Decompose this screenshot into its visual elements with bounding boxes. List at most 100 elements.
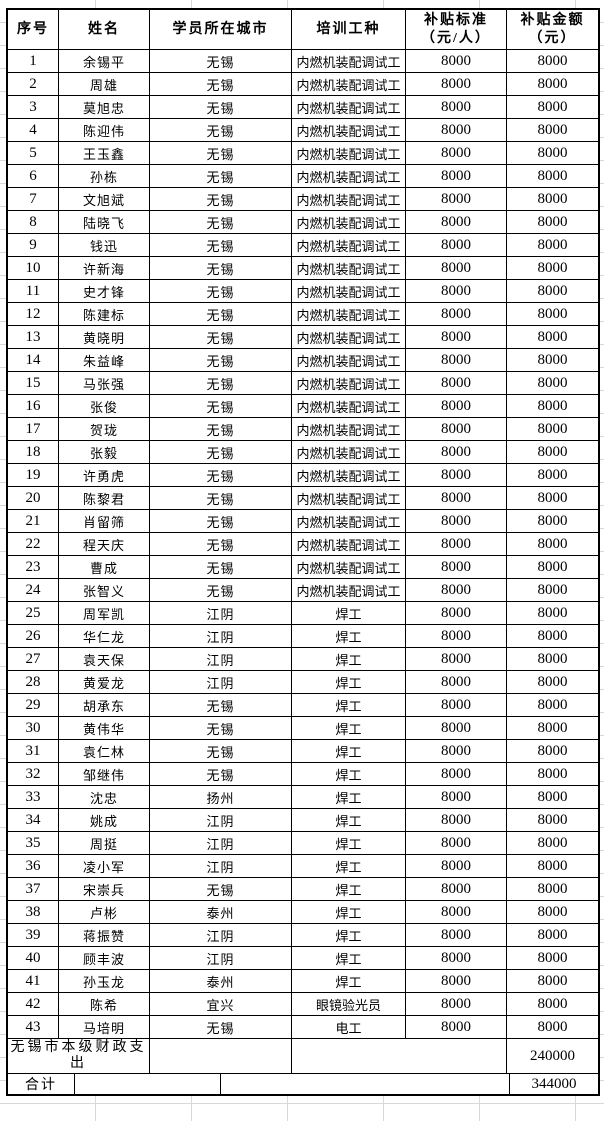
cell-subsidy-standard[interactable]: 8000 <box>406 96 507 118</box>
cell-subsidy-amount[interactable]: 8000 <box>537 213 568 230</box>
cell-serial-number[interactable]: 40 <box>8 947 59 969</box>
cell-subsidy-standard[interactable]: 8000 <box>406 142 507 164</box>
cell-training-trade[interactable]: 焊工 <box>292 924 406 946</box>
cell-subsidy-amount[interactable]: 8000 <box>537 305 568 322</box>
cell-student-name[interactable]: 黄爱龙 <box>59 671 150 693</box>
cell-city[interactable]: 无锡 <box>150 418 292 440</box>
cell-subsidy-standard[interactable]: 8000 <box>406 763 507 785</box>
cell-serial-number[interactable]: 8 <box>8 211 59 233</box>
cell-student-name[interactable]: 黄伟华 <box>59 717 150 739</box>
cell-student-name[interactable]: 王玉鑫 <box>59 142 150 164</box>
expenditure-label-cell[interactable]: 无锡市本级财政支出 <box>8 1039 150 1073</box>
cell-city[interactable]: 泰州 <box>150 970 292 992</box>
cell-city[interactable]: 无锡 <box>150 878 292 900</box>
header-cell[interactable]: 补贴标准 （元/人） <box>406 10 507 49</box>
cell-training-trade[interactable]: 内燃机装配调试工 <box>292 257 406 279</box>
cell-training-trade[interactable]: 焊工 <box>292 602 406 624</box>
expenditure-empty-cell-2[interactable] <box>292 1039 507 1073</box>
cell-student-name[interactable]: 程天庆 <box>59 533 150 555</box>
cell-city[interactable]: 无锡 <box>150 1016 292 1038</box>
cell-city[interactable]: 泰州 <box>150 901 292 923</box>
cell-serial-number[interactable]: 24 <box>8 579 59 601</box>
cell-subsidy-amount[interactable]: 8000 <box>537 489 568 506</box>
cell-serial-number[interactable]: 41 <box>8 970 59 992</box>
cell-subsidy-standard[interactable]: 8000 <box>406 786 507 808</box>
cell-training-trade[interactable]: 内燃机装配调试工 <box>292 165 406 187</box>
cell-city[interactable]: 无锡 <box>150 96 292 118</box>
cell-student-name[interactable]: 蒋振赞 <box>59 924 150 946</box>
cell-student-name[interactable]: 肖留筛 <box>59 510 150 532</box>
cell-subsidy-standard[interactable]: 8000 <box>406 993 507 1015</box>
cell-subsidy-amount[interactable]: 8000 <box>537 650 568 667</box>
cell-city[interactable]: 无锡 <box>150 556 292 578</box>
cell-subsidy-standard[interactable]: 8000 <box>406 602 507 624</box>
cell-training-trade[interactable]: 内燃机装配调试工 <box>292 211 406 233</box>
cell-serial-number[interactable]: 29 <box>8 694 59 716</box>
cell-subsidy-amount[interactable]: 8000 <box>537 121 568 138</box>
cell-city[interactable]: 无锡 <box>150 372 292 394</box>
cell-subsidy-standard[interactable]: 8000 <box>406 303 507 325</box>
cell-student-name[interactable]: 顾丰波 <box>59 947 150 969</box>
cell-city[interactable]: 无锡 <box>150 349 292 371</box>
cell-city[interactable]: 无锡 <box>150 441 292 463</box>
cell-training-trade[interactable]: 内燃机装配调试工 <box>292 418 406 440</box>
cell-subsidy-standard[interactable]: 8000 <box>406 211 507 233</box>
cell-subsidy-amount[interactable]: 8000 <box>537 903 568 920</box>
cell-subsidy-amount[interactable]: 8000 <box>537 949 568 966</box>
cell-city[interactable]: 无锡 <box>150 763 292 785</box>
cell-serial-number[interactable]: 17 <box>8 418 59 440</box>
cell-student-name[interactable]: 许勇虎 <box>59 464 150 486</box>
cell-subsidy-standard[interactable]: 8000 <box>406 188 507 210</box>
cell-subsidy-standard[interactable]: 8000 <box>406 510 507 532</box>
cell-training-trade[interactable]: 内燃机装配调试工 <box>292 234 406 256</box>
cell-student-name[interactable]: 史才锋 <box>59 280 150 302</box>
cell-student-name[interactable]: 卢彬 <box>59 901 150 923</box>
cell-subsidy-amount[interactable]: 8000 <box>537 190 568 207</box>
total-empty-cell-2[interactable] <box>221 1074 510 1094</box>
cell-subsidy-amount[interactable]: 8000 <box>537 765 568 782</box>
cell-city[interactable]: 无锡 <box>150 280 292 302</box>
cell-training-trade[interactable]: 内燃机装配调试工 <box>292 487 406 509</box>
cell-subsidy-amount[interactable]: 8000 <box>537 75 568 92</box>
cell-subsidy-standard[interactable]: 8000 <box>406 464 507 486</box>
cell-student-name[interactable]: 莫旭忠 <box>59 96 150 118</box>
cell-subsidy-amount[interactable]: 8000 <box>537 972 568 989</box>
cell-student-name[interactable]: 沈忠 <box>59 786 150 808</box>
header-cell[interactable]: 补贴金额 （元） <box>507 10 598 49</box>
cell-subsidy-amount[interactable]: 8000 <box>537 282 568 299</box>
cell-subsidy-standard[interactable]: 8000 <box>406 257 507 279</box>
cell-subsidy-standard[interactable]: 8000 <box>406 326 507 348</box>
cell-subsidy-standard[interactable]: 8000 <box>406 50 507 72</box>
cell-subsidy-amount[interactable]: 8000 <box>537 259 568 276</box>
cell-serial-number[interactable]: 38 <box>8 901 59 923</box>
cell-student-name[interactable]: 袁仁林 <box>59 740 150 762</box>
cell-subsidy-amount[interactable]: 8000 <box>537 719 568 736</box>
cell-serial-number[interactable]: 10 <box>8 257 59 279</box>
cell-subsidy-standard[interactable]: 8000 <box>406 119 507 141</box>
cell-city[interactable]: 无锡 <box>150 579 292 601</box>
cell-student-name[interactable]: 胡承东 <box>59 694 150 716</box>
cell-subsidy-amount[interactable]: 8000 <box>537 604 568 621</box>
total-empty-cell-1[interactable] <box>75 1074 221 1094</box>
cell-subsidy-standard[interactable]: 8000 <box>406 280 507 302</box>
cell-city[interactable]: 江阴 <box>150 855 292 877</box>
cell-student-name[interactable]: 袁天保 <box>59 648 150 670</box>
cell-subsidy-amount[interactable]: 8000 <box>537 696 568 713</box>
cell-student-name[interactable]: 张毅 <box>59 441 150 463</box>
cell-student-name[interactable]: 陆晓飞 <box>59 211 150 233</box>
cell-subsidy-amount[interactable]: 8000 <box>537 443 568 460</box>
total-label-cell[interactable]: 合计 <box>8 1074 75 1094</box>
cell-subsidy-amount[interactable]: 8000 <box>537 98 568 115</box>
cell-subsidy-standard[interactable]: 8000 <box>406 165 507 187</box>
cell-training-trade[interactable]: 内燃机装配调试工 <box>292 464 406 486</box>
cell-training-trade[interactable]: 内燃机装配调试工 <box>292 73 406 95</box>
cell-subsidy-amount[interactable]: 8000 <box>537 52 568 69</box>
cell-subsidy-amount[interactable]: 8000 <box>537 834 568 851</box>
cell-student-name[interactable]: 凌小军 <box>59 855 150 877</box>
expenditure-empty-cell-1[interactable] <box>150 1039 292 1073</box>
cell-training-trade[interactable]: 内燃机装配调试工 <box>292 303 406 325</box>
cell-serial-number[interactable]: 33 <box>8 786 59 808</box>
cell-student-name[interactable]: 文旭斌 <box>59 188 150 210</box>
cell-student-name[interactable]: 陈黎君 <box>59 487 150 509</box>
cell-student-name[interactable]: 马张强 <box>59 372 150 394</box>
